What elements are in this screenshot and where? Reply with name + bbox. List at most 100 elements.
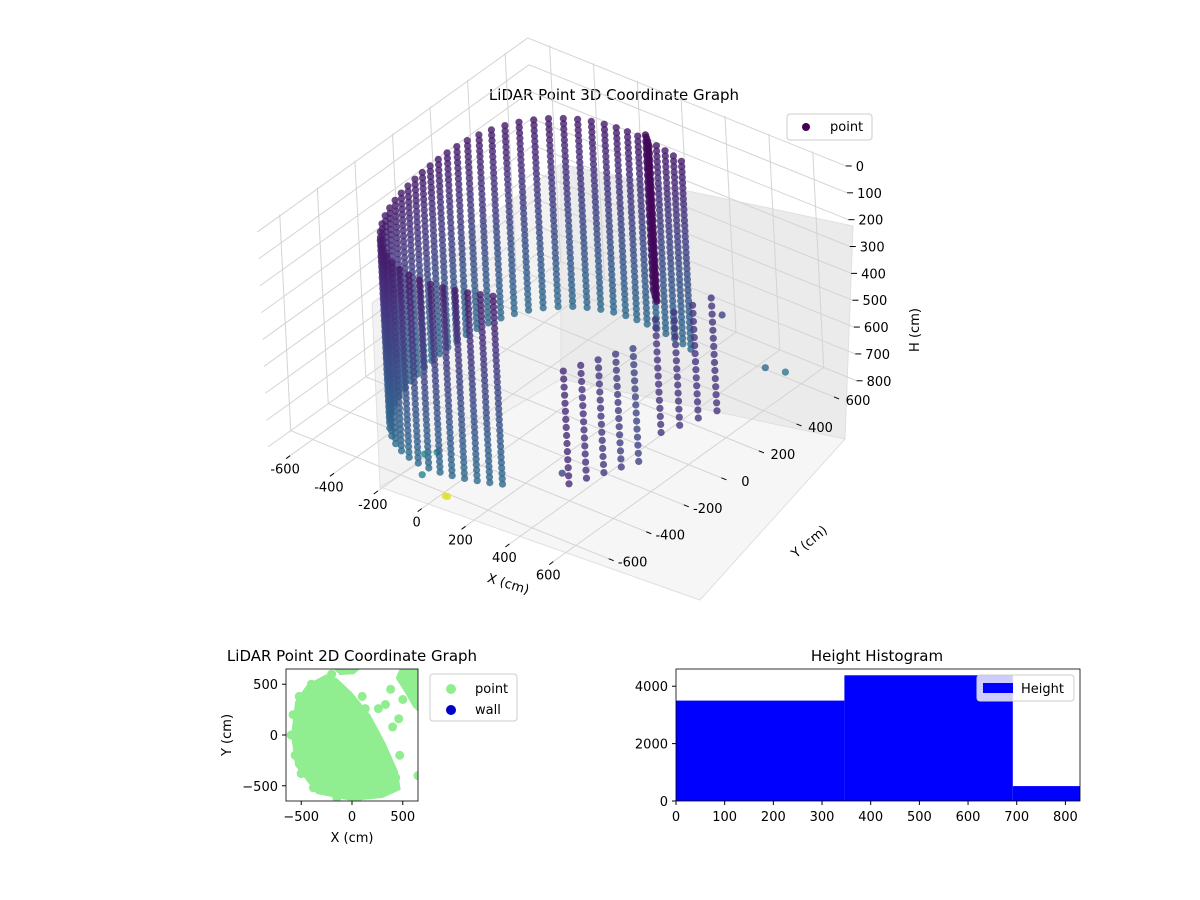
point-3d: [392, 334, 400, 342]
point-3d: [508, 261, 516, 269]
point-3d: [659, 265, 667, 273]
x-tick-label-histogram: 800: [1053, 810, 1078, 825]
point-3d: [628, 219, 636, 227]
point-3d: [468, 228, 476, 236]
point-3d: [457, 410, 465, 418]
grid-left-z: [259, 91, 531, 287]
point-3d: [470, 418, 478, 426]
point-3d: [411, 395, 419, 403]
point-3d: [619, 253, 627, 261]
point-3d: [436, 463, 444, 471]
point-3d: [494, 249, 502, 257]
point-3d: [618, 242, 626, 250]
point-3d: [546, 147, 554, 155]
point-3d: [449, 272, 457, 280]
point-3d: [449, 267, 457, 275]
point-3d: [648, 190, 656, 198]
point-3d: [563, 448, 572, 456]
point-3d: [423, 421, 431, 429]
point-3d: [458, 250, 466, 258]
point-3d: [423, 426, 431, 434]
point-3d: [421, 450, 429, 458]
point-3d: [485, 462, 493, 471]
point-3d: [497, 314, 505, 322]
point-3d: [615, 177, 623, 185]
point-3d: [473, 477, 481, 485]
point-3d: [551, 249, 559, 257]
point-3d: [520, 215, 528, 223]
grid-floor-y: [478, 295, 797, 425]
point-3d: [567, 276, 576, 284]
point-3d: [694, 406, 702, 414]
point-3d: [594, 246, 602, 254]
point-3d: [670, 317, 679, 325]
point-3d: [376, 236, 384, 244]
point-3d: [582, 287, 590, 295]
point-3d: [711, 375, 719, 383]
point-3d: [460, 458, 468, 466]
point-3d: [649, 223, 657, 231]
point-3d: [410, 378, 418, 387]
point-3d: [671, 184, 679, 192]
point-3d: [553, 281, 561, 289]
point-3d: [591, 187, 599, 195]
z-tick-label-3d: 600: [864, 321, 889, 336]
point-3d: [456, 207, 464, 215]
point-3d: [447, 219, 455, 227]
point-3d: [495, 405, 503, 413]
point-3d: [655, 388, 663, 396]
point-3d: [420, 211, 429, 220]
point-3d: [582, 458, 590, 466]
point-3d: [650, 243, 658, 252]
y-axis-2d-label: Y (cm): [220, 714, 235, 757]
point-3d: [535, 218, 543, 226]
point-3d: [447, 229, 455, 238]
point-3d: [562, 179, 571, 187]
point-3d: [643, 309, 651, 317]
point-3d: [501, 132, 509, 140]
grid-back-z: [537, 225, 856, 355]
point-3d: [455, 356, 463, 364]
point-3d: [640, 256, 648, 264]
point-3d: [481, 376, 489, 385]
point-3d: [390, 413, 398, 421]
point-3d: [690, 325, 698, 333]
point-3d: [407, 246, 415, 255]
point-3d: [631, 393, 640, 401]
point-3d: [399, 216, 407, 224]
point-3d: [617, 226, 626, 234]
point-3d: [438, 220, 446, 228]
point-3d: [653, 340, 661, 348]
point-3d: [434, 155, 442, 163]
point-3d: [464, 305, 473, 313]
point-3d: [492, 351, 500, 359]
point-3d: [678, 168, 686, 176]
point-3d: [633, 417, 641, 425]
point-3d: [614, 156, 622, 164]
point-3d: [459, 437, 467, 445]
point-3d: [498, 469, 506, 477]
point-3d: [646, 156, 654, 164]
x-tick-label-histogram: 200: [761, 810, 786, 825]
point-3d: [459, 453, 468, 461]
point-3d: [575, 142, 583, 150]
point-3d: [385, 300, 393, 308]
point-3d: [378, 220, 386, 228]
point-3d: [678, 324, 686, 332]
y-tick-label-histogram: 4000: [635, 680, 668, 695]
point-3d: [406, 303, 415, 311]
point-3d: [599, 444, 607, 452]
point-3d: [398, 303, 406, 311]
point-3d: [427, 183, 435, 191]
point-3d: [549, 211, 558, 219]
point-3d: [604, 201, 612, 209]
point-3d: [629, 353, 638, 361]
point-3d: [621, 301, 629, 309]
point-3d: [448, 240, 456, 248]
point-3d: [490, 185, 498, 193]
point-3d: [408, 330, 416, 338]
point-3d: [477, 312, 485, 320]
point-3d: [666, 254, 675, 262]
